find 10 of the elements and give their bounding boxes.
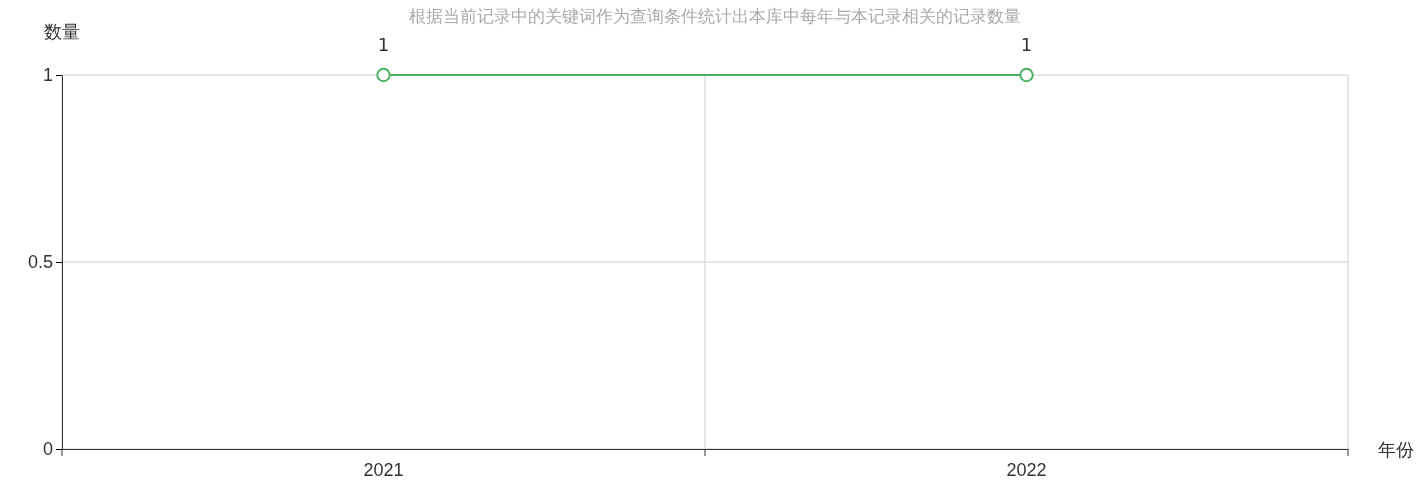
y-axis-title: 数量: [44, 21, 80, 42]
x-axis-title: 年份: [1378, 439, 1414, 460]
data-label: 1: [1020, 34, 1033, 55]
y-tick-label: 1: [42, 65, 53, 86]
x-tick-label: 2022: [1006, 459, 1047, 480]
y-tick-label: 0: [42, 439, 53, 460]
data-label: 1: [377, 34, 390, 55]
chart-title: 根据当前记录中的关键词作为查询条件统计出本库中每年与本记录相关的记录数量: [409, 6, 1021, 26]
y-tick-label: 0.5: [27, 252, 53, 273]
x-tick-label: 2021: [363, 459, 404, 480]
